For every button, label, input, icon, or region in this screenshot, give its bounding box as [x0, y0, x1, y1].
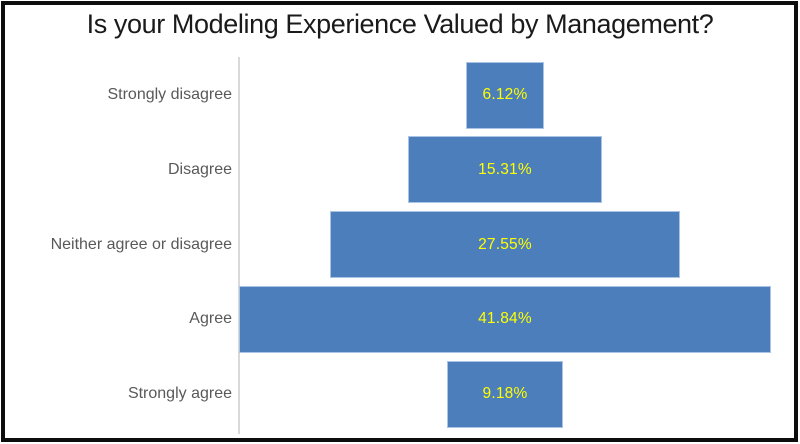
category-label: Disagree — [167, 160, 232, 178]
funnel-bar: 27.55% — [329, 211, 681, 279]
bar-value-label: 15.31% — [478, 160, 532, 178]
funnel-bar: 9.18% — [446, 360, 564, 428]
category-label: Strongly disagree — [107, 86, 232, 103]
chart-row: Strongly agree 9.18% — [0, 360, 800, 428]
chart-row: Strongly disagree 6.12% — [0, 61, 800, 129]
bar-value-label: 27.55% — [478, 235, 532, 253]
category-label: Strongly agree — [127, 385, 232, 403]
bar-value-label: 6.12% — [482, 86, 528, 103]
category-label: Agree — [189, 310, 232, 328]
bar-value-label: 9.18% — [482, 385, 528, 403]
funnel-bar: 41.84% — [239, 285, 771, 353]
category-label: Neither agree or disagree — [50, 235, 232, 253]
chart-row: Neither agree or disagree 27.55% — [0, 211, 800, 279]
y-axis-line — [238, 57, 240, 434]
chart-row: Agree 41.84% — [0, 285, 800, 353]
chart-row: Disagree 15.31% — [0, 136, 800, 204]
funnel-bar: 6.12% — [466, 61, 544, 129]
bar-value-label: 41.84% — [478, 310, 532, 328]
chart-title: Is your Modeling Experience Valued by Ma… — [86, 9, 714, 39]
funnel-bar: 15.31% — [407, 136, 603, 204]
